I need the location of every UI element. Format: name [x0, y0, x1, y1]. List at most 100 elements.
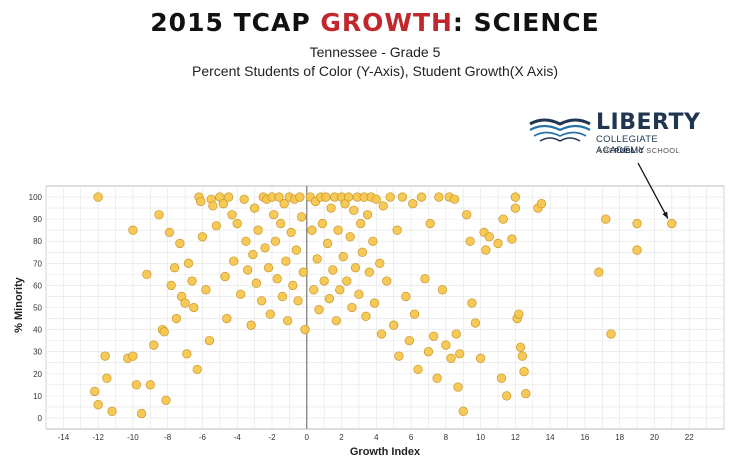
logo-tagline-bold: PUBLIC: [614, 146, 645, 155]
x-tick-label: -2: [268, 433, 276, 442]
data-point: [189, 302, 199, 313]
x-tick-label: -8: [164, 433, 172, 442]
data-point: [220, 271, 230, 282]
y-tick-label: 80: [33, 237, 42, 246]
data-point: [368, 236, 378, 246]
logo-tagline-post: SCHOOL: [644, 146, 680, 155]
data-point: [331, 316, 341, 326]
data-point: [272, 274, 282, 284]
data-point: [385, 192, 395, 202]
title-suffix: : SCIENCE: [452, 8, 600, 37]
data-point: [375, 258, 385, 268]
x-tick-label: -4: [234, 433, 242, 442]
data-point: [232, 218, 242, 229]
data-point: [510, 192, 521, 202]
data-point: [606, 329, 616, 339]
data-point: [470, 318, 481, 328]
data-point: [295, 192, 305, 202]
data-point: [632, 218, 642, 229]
data-point: [243, 265, 253, 275]
data-point: [409, 309, 420, 319]
chart-title: 2015 TCAP GROWTH: SCIENCE: [0, 8, 750, 37]
data-point: [131, 380, 142, 390]
x-tick-label: 10: [476, 433, 485, 442]
data-point: [601, 214, 611, 224]
data-point: [211, 221, 222, 231]
data-point: [502, 391, 512, 401]
data-point: [481, 245, 491, 255]
data-point: [345, 232, 355, 242]
data-point: [342, 276, 352, 286]
data-point: [300, 324, 310, 335]
x-tick-label: -10: [127, 433, 139, 442]
data-point: [145, 380, 155, 390]
data-point: [307, 225, 317, 235]
y-tick-label: 40: [33, 326, 42, 335]
data-point: [296, 212, 307, 222]
data-point: [321, 192, 331, 202]
data-point: [159, 327, 169, 337]
data-point: [378, 201, 388, 211]
data-point: [164, 227, 175, 238]
data-point: [420, 274, 430, 284]
title-prefix: 2015 TCAP: [150, 8, 321, 37]
data-point: [293, 296, 303, 306]
data-point: [251, 278, 262, 288]
data-point: [201, 285, 211, 295]
x-tick-label: -12: [92, 433, 104, 442]
data-point: [667, 218, 677, 229]
data-point: [218, 199, 228, 209]
x-tick-label: 8: [444, 433, 449, 442]
data-point: [536, 199, 547, 209]
x-tick-label: -14: [58, 433, 70, 442]
data-point: [376, 329, 387, 339]
data-point: [93, 192, 103, 202]
data-point: [349, 205, 359, 215]
data-point: [343, 192, 354, 202]
data-point: [401, 291, 411, 302]
data-point: [413, 364, 423, 375]
data-point: [128, 351, 138, 361]
data-point: [475, 353, 486, 363]
x-tick-label: 22: [685, 433, 694, 442]
data-point: [265, 309, 275, 319]
data-point: [236, 289, 246, 299]
data-point: [361, 311, 371, 321]
y-tick-label: 50: [33, 304, 42, 313]
data-point: [515, 342, 526, 352]
data-point: [350, 263, 361, 273]
data-point: [286, 227, 296, 238]
data-point: [269, 210, 279, 220]
logo-tagline-pre: A RE: [596, 146, 615, 155]
annotation-arrow: [637, 162, 669, 219]
data-point: [458, 406, 468, 416]
y-tick-label: 0: [38, 414, 43, 423]
data-point: [408, 199, 418, 209]
data-point: [425, 218, 435, 229]
data-point: [449, 194, 460, 204]
data-point: [229, 256, 239, 266]
data-point: [192, 364, 202, 375]
data-point: [632, 245, 642, 255]
data-point: [227, 210, 237, 220]
x-tick-label: 16: [580, 433, 589, 442]
data-point: [322, 238, 333, 249]
data-point: [175, 238, 185, 249]
axis-ticks: -14 -12 -10 -8 -6 -4 -2 0 2 4 6 8 10 12 14 16 18 20 22 0 10 2…: [29, 193, 695, 442]
data-point: [324, 294, 335, 304]
data-point: [309, 285, 319, 295]
data-point: [354, 289, 364, 299]
data-point: [196, 196, 206, 207]
data-point: [223, 192, 234, 202]
data-point: [397, 192, 408, 202]
data-point: [328, 265, 338, 275]
data-point: [291, 245, 301, 255]
y-axis-label: % Minority: [13, 276, 25, 332]
liberty-logo: LIBERTY COLLEGIATE ACADEMY A REPUBLIC SC…: [528, 110, 708, 160]
data-point: [274, 192, 284, 202]
data-point: [183, 258, 194, 268]
open-book-icon: [529, 118, 591, 142]
data-point: [382, 276, 392, 286]
annotation-arrowhead-icon: [662, 211, 668, 219]
